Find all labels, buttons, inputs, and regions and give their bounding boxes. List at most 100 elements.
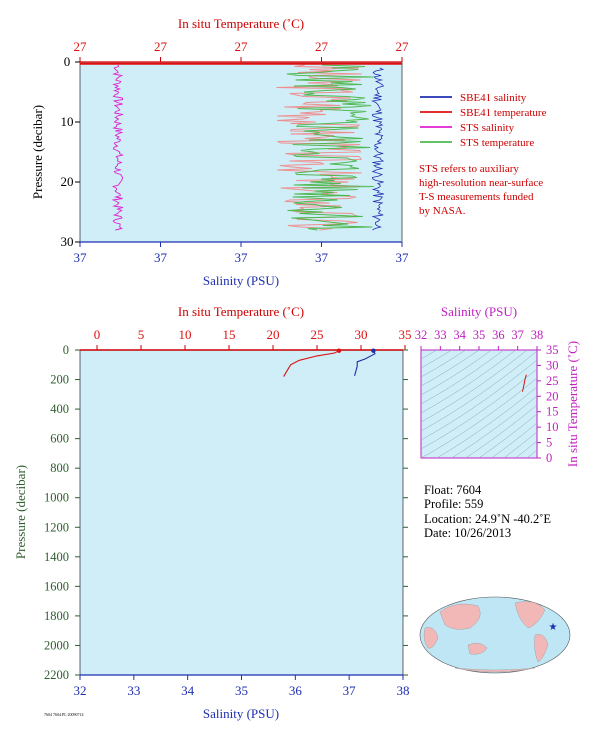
top-temp-tick-label: 27 [74,39,88,54]
top-salinity-tick-label: 37 [154,250,168,265]
bottom-pressure-tick-label: 200 [50,373,69,387]
bottom-pressure-axis-title: Pressure (decibar) [13,465,28,559]
ts-profile-points [522,374,527,392]
density-contour [421,350,480,387]
world-map: ★ [419,596,571,674]
bottom-temp-tick-label: 15 [223,327,236,342]
bottom-pressure-tick-label: 600 [50,432,69,446]
top-pressure-tick-label: 20 [61,174,74,189]
sbe41-salinity-trace [371,67,385,231]
bottom-pressure-tick-label: 1800 [44,609,69,623]
density-contour [421,350,517,414]
top-salinity-tick-label: 37 [315,250,329,265]
top-temp-axis-title: In situ Temperature (˚C) [178,16,304,31]
bottom-pressure-tick-label: 2200 [44,668,69,682]
ts-temp-tick-label: 35 [546,343,559,357]
bottom-pressure-tick-label: 1600 [44,579,69,593]
full-profile-plot-area [79,349,404,676]
note-line: by NASA. [419,205,466,217]
location: Location: 24.9˚N -40.2˚E [424,512,551,526]
top-pressure-tick-label: 10 [61,114,74,129]
legend-label: STS temperature [460,137,534,149]
ts-temp-tick-label: 15 [546,405,559,419]
legend-label: SBE41 temperature [460,107,547,119]
sts-salinity-trace [111,64,124,231]
density-contour [478,413,537,458]
bottom-salinity-axis-title: Salinity (PSU) [203,706,279,721]
australia-landmass [467,642,488,655]
ts-salinity-axis-title: Salinity (PSU) [441,304,517,319]
map-continents [423,601,549,673]
sts-note: STS refers to auxiliary high-resolution n… [419,163,543,217]
top-salinity-tick-label: 37 [235,250,249,265]
bottom-pressure-tick-label: 1200 [44,520,69,534]
ts-salinity-tick-label: 32 [415,328,428,342]
bottom-temp-tick-label: 20 [267,327,280,342]
ts-salinity-tick-label: 36 [492,328,505,342]
note-line: high-resolution near-surface [419,177,543,189]
ts-temp-tick-label: 30 [546,358,559,372]
map-ocean [419,596,571,674]
north-america-landmass [514,601,546,629]
top-temp-tick-labels: 27 27 27 27 27 [74,39,409,63]
south-america-landmass [534,634,549,663]
bottom-pressure-tick-label: 2000 [44,638,69,652]
legend-label: SBE41 salinity [460,92,527,104]
sts-temperature-pale-trace [276,64,362,231]
footer-code: 7604 7604.PL 20090714 [44,712,84,717]
density-contour [465,404,537,458]
asia-landmass [439,603,481,630]
top-salinity-tick-label: 37 [396,250,410,265]
density-contour [421,350,438,360]
ts-temp-axis-title: In situ Temperature (˚C) [565,341,580,467]
ts-temp-tick-label: 10 [546,420,559,434]
bottom-pressure-tick-label: 1400 [44,550,69,564]
top-salinity-tick-label: 37 [74,250,88,265]
density-contour [421,350,467,378]
bottom-salinity-tick-label: 36 [289,683,303,698]
ts-salinity-tick-label: 33 [434,328,447,342]
bottom-temp-tick-label: 35 [399,327,412,342]
bottom-temp-tick-label: 25 [311,327,324,342]
bottom-salinity-tick-label: 32 [74,683,87,698]
top-salinity-axis-title: Salinity (PSU) [203,273,279,288]
bottom-salinity-tick-label: 33 [127,683,140,698]
legend-label: STS salinity [460,122,515,134]
bottom-temp-tick-label: 10 [179,327,192,342]
top-pressure-tick-label: 0 [64,54,71,69]
bottom-temp-axis-title: In situ Temperature (˚C) [178,304,304,319]
bottom-temp-tick-labels: 0 5 10 15 20 25 30 35 [80,327,412,351]
top-pressure-tick-labels: 0 10 20 30 [61,54,80,249]
bottom-pressure-tick-label: 400 [50,402,69,416]
top-temp-tick-label: 27 [154,39,168,54]
density-contour [421,350,453,369]
bottom-salinity-tick-label: 38 [397,683,410,698]
note-line: T-S measurements funded [419,191,534,203]
bottom-pressure-tick-label: 0 [63,343,69,357]
bottom-temp-tick-label: 0 [94,327,101,342]
density-contour [436,386,537,458]
ts-temp-tick-label: 20 [546,389,559,403]
bottom-salinity-tick-label: 34 [181,683,195,698]
bottom-salinity-tick-label: 35 [235,683,248,698]
full-profile-traces [283,348,376,377]
bottom-pressure-tick-label: 800 [50,461,69,475]
float-id: Float: 7604 [424,483,482,497]
ts-profile-line [522,374,527,392]
density-contour [515,440,537,458]
float-location-star-icon: ★ [549,622,558,633]
antarctica-landmass [454,667,536,673]
density-contour [421,368,537,450]
bottom-pressure-tick-label: 1000 [44,491,69,505]
full-profile-panel: In situ Temperature (˚C) 0 5 10 15 20 25 30 35 … [13,304,412,721]
float-info: Float: 7604 Profile: 559 Location: 24.9˚… [424,483,551,540]
top-temp-tick-label: 27 [315,39,329,54]
bottom-temp-tick-label: 5 [138,327,145,342]
top-salinity-tick-labels: 37 37 37 37 37 [74,241,410,265]
density-contour [491,422,537,458]
near-surface-panel: In situ Temperature (˚C) 27 27 27 27 27 37 37… [30,16,409,288]
africa-landmass [423,627,439,649]
temperature-surface-marker [336,348,342,353]
density-contour [421,350,505,405]
